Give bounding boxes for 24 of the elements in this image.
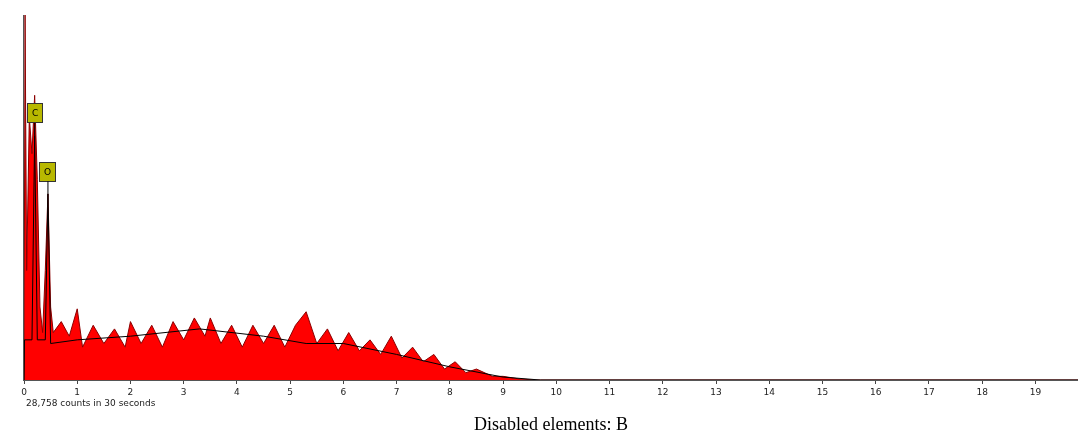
annotation: O [44,167,52,177]
x-tick-label: 14 [763,386,776,397]
x-tick-label: 19 [1029,386,1042,397]
x-tick-label: 12 [657,386,669,397]
x-tick-label: 10 [550,386,563,397]
text: 28,758 counts in 30 seconds [26,398,156,408]
x-tick-label: 3 [180,386,187,397]
x-tick-label: 0 [21,386,28,397]
x-tick-label: 11 [603,386,616,397]
x-tick-label: 5 [287,386,294,397]
x-tick-label: 17 [923,386,935,397]
x-tick-label: 2 [127,386,134,397]
x-tick-label: 1 [74,386,81,397]
x-tick-label: 18 [976,386,989,397]
x-tick-label: 8 [446,386,453,397]
x-tick-label: 16 [869,386,882,397]
x-tick-label: 7 [393,386,400,397]
x-tick-label: 13 [710,386,722,397]
text: Disabled elements: B [474,414,628,434]
x-tick-label: 4 [234,386,241,397]
annotation: C [32,108,39,118]
x-tick-label: 15 [816,386,829,397]
x-tick-label: 6 [340,386,347,397]
x-tick-label: 9 [500,386,507,397]
